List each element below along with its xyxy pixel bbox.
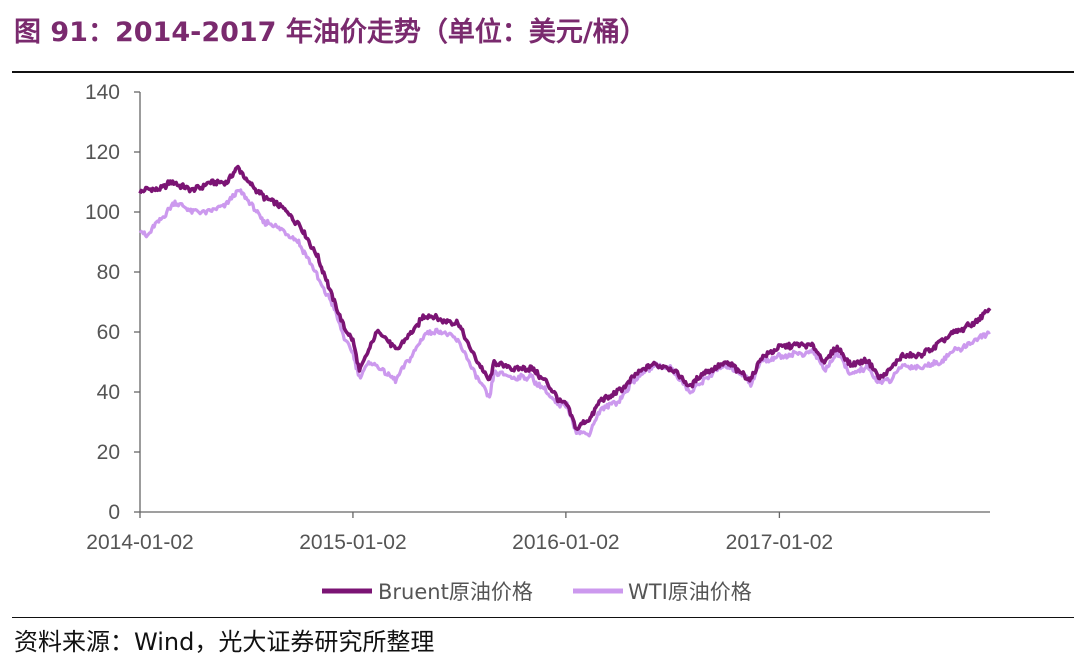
y-tick-label: 20	[97, 441, 120, 464]
y-tick-label: 60	[97, 321, 120, 344]
y-tick-label: 120	[85, 141, 120, 164]
x-tick-label: 2014-01-02	[86, 531, 193, 554]
y-tick-label: 0	[108, 501, 120, 524]
y-tick-label: 40	[97, 381, 120, 404]
footer-divider	[12, 617, 1074, 618]
title-divider	[12, 71, 1074, 73]
legend-item-bruent-label: Bruent原油价格	[378, 580, 533, 604]
y-tick-label: 100	[85, 201, 120, 224]
source-note: 资料来源：Wind，光大证券研究所整理	[14, 628, 435, 656]
y-tick-label: 80	[97, 261, 120, 284]
x-tick-label: 2015-01-02	[299, 531, 406, 554]
x-tick-label: 2016-01-02	[512, 531, 619, 554]
page-title: 图 91：2014-2017 年油价走势（单位：美元/桶）	[14, 17, 647, 48]
series-line-bruent	[138, 164, 992, 431]
x-tick-label: 2017-01-02	[726, 531, 833, 554]
y-tick-label: 140	[85, 81, 120, 104]
series-line-wti	[138, 188, 991, 438]
legend-item-wti-label: WTI原油价格	[628, 580, 752, 604]
